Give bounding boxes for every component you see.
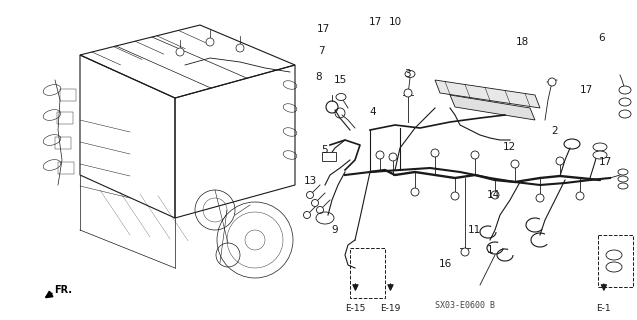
- Circle shape: [431, 149, 439, 157]
- Bar: [60, 89, 76, 101]
- Text: 17: 17: [580, 84, 592, 95]
- Text: 14: 14: [487, 190, 500, 200]
- Circle shape: [404, 89, 412, 97]
- Circle shape: [411, 188, 419, 196]
- Text: 15: 15: [334, 75, 347, 85]
- Bar: [55, 137, 71, 149]
- Ellipse shape: [619, 110, 631, 118]
- Ellipse shape: [618, 183, 628, 189]
- Circle shape: [176, 48, 184, 56]
- Circle shape: [206, 38, 214, 46]
- Text: 17: 17: [317, 24, 330, 34]
- Text: 8: 8: [315, 72, 322, 82]
- Ellipse shape: [593, 143, 607, 151]
- Circle shape: [311, 199, 318, 206]
- Circle shape: [471, 151, 479, 159]
- Text: 11: 11: [468, 225, 481, 236]
- Text: 1: 1: [487, 244, 494, 255]
- Text: 17: 17: [599, 156, 612, 167]
- Ellipse shape: [606, 262, 622, 272]
- Polygon shape: [450, 95, 535, 120]
- Text: 12: 12: [503, 142, 516, 152]
- Circle shape: [511, 160, 519, 168]
- Text: FR.: FR.: [54, 285, 72, 295]
- Text: SX03-E0600 B: SX03-E0600 B: [435, 301, 495, 310]
- Text: 18: 18: [516, 36, 529, 47]
- Circle shape: [556, 157, 564, 165]
- Circle shape: [306, 191, 313, 198]
- Circle shape: [548, 78, 556, 86]
- Ellipse shape: [618, 169, 628, 175]
- Text: 6: 6: [599, 33, 605, 44]
- Text: 5: 5: [322, 145, 328, 156]
- Circle shape: [576, 192, 584, 200]
- Text: 3: 3: [404, 68, 411, 79]
- Polygon shape: [435, 80, 540, 108]
- Ellipse shape: [619, 98, 631, 106]
- Circle shape: [389, 153, 397, 161]
- Circle shape: [536, 194, 544, 202]
- Ellipse shape: [618, 176, 628, 182]
- Text: 7: 7: [318, 46, 325, 56]
- Circle shape: [461, 248, 469, 256]
- Text: 4: 4: [369, 107, 376, 117]
- Bar: [350, 248, 385, 298]
- Circle shape: [236, 44, 244, 52]
- Text: 9: 9: [331, 225, 338, 236]
- Ellipse shape: [619, 86, 631, 94]
- Bar: [598, 235, 633, 287]
- Ellipse shape: [405, 70, 415, 77]
- Circle shape: [317, 206, 324, 213]
- Text: 10: 10: [389, 17, 401, 28]
- Circle shape: [451, 192, 459, 200]
- Text: E-15: E-15: [345, 304, 366, 313]
- Bar: [57, 112, 73, 124]
- Text: 16: 16: [440, 259, 452, 269]
- Ellipse shape: [593, 151, 607, 159]
- Text: 2: 2: [551, 126, 557, 136]
- Circle shape: [376, 151, 384, 159]
- Bar: [58, 162, 74, 174]
- Text: 13: 13: [304, 176, 317, 186]
- Text: E-19: E-19: [380, 304, 401, 313]
- Ellipse shape: [606, 250, 622, 260]
- Circle shape: [303, 212, 310, 219]
- Text: E-1: E-1: [597, 304, 611, 313]
- Text: 17: 17: [369, 17, 382, 28]
- Ellipse shape: [336, 93, 346, 100]
- Bar: [322, 152, 336, 161]
- Circle shape: [491, 191, 499, 199]
